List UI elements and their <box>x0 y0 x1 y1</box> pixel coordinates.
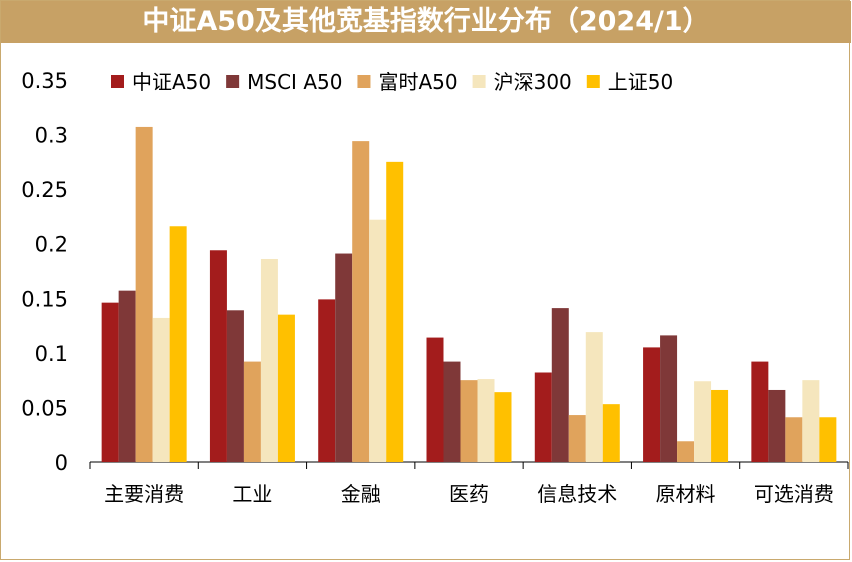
chart-title: 中证A50及其他宽基指数行业分布（2024/1） <box>142 6 710 37</box>
bar-5-主要消费 <box>169 226 187 462</box>
chart-title-bar: 中证A50及其他宽基指数行业分布（2024/1） <box>1 1 851 43</box>
x-category-label: 金融 <box>341 482 381 506</box>
bar-3-原材料 <box>677 441 695 462</box>
bar-2-主要消费 <box>118 290 136 462</box>
bar-3-金融 <box>352 141 370 462</box>
y-tick-label: 0.1 <box>35 342 68 366</box>
y-tick-label: 0 <box>55 451 68 475</box>
bar-5-信息技术 <box>602 404 620 462</box>
legend-label: 中证A50 <box>132 70 211 94</box>
bar-2-工业 <box>226 310 244 462</box>
y-tick-label: 0.2 <box>35 233 68 257</box>
x-category-label: 可选消费 <box>754 482 834 506</box>
x-category-label: 原材料 <box>656 482 716 506</box>
bar-1-主要消费 <box>101 302 119 462</box>
bar-5-原材料 <box>711 389 729 462</box>
legend-swatch <box>472 75 486 88</box>
y-tick-label: 0.05 <box>21 396 68 420</box>
y-tick-label: 0.35 <box>21 69 68 93</box>
bar-4-主要消费 <box>152 317 170 462</box>
y-tick-label: 0.3 <box>35 124 68 148</box>
bar-5-可选消费 <box>819 417 837 462</box>
bar-2-金融 <box>335 253 353 462</box>
legend-swatch <box>111 75 124 88</box>
y-tick-label: 0.25 <box>21 178 68 202</box>
bar-3-医药 <box>460 380 478 462</box>
bar-4-可选消费 <box>802 380 820 462</box>
legend-swatch <box>357 75 371 88</box>
legend-swatch <box>586 75 600 88</box>
bar-1-可选消费 <box>751 361 769 462</box>
x-category-label: 医药 <box>449 482 489 506</box>
bar-3-工业 <box>243 361 261 462</box>
x-category-label: 主要消费 <box>104 482 184 506</box>
bar-1-信息技术 <box>534 372 552 462</box>
bar-1-金融 <box>318 299 336 462</box>
bar-4-医药 <box>477 379 495 462</box>
bar-5-金融 <box>386 161 404 462</box>
legend-label: 沪深300 <box>494 70 572 94</box>
x-category-label: 工业 <box>232 482 272 506</box>
bar-4-金融 <box>369 219 387 462</box>
y-tick-label: 0.15 <box>21 287 68 311</box>
bar-3-信息技术 <box>568 415 586 462</box>
bar-2-医药 <box>443 361 461 462</box>
bar-2-可选消费 <box>768 389 786 462</box>
bar-1-医药 <box>426 337 444 462</box>
bar-5-工业 <box>277 314 295 462</box>
bar-3-主要消费 <box>135 126 153 462</box>
bar-1-工业 <box>209 250 227 462</box>
bar-4-原材料 <box>694 381 712 462</box>
bar-2-原材料 <box>660 335 678 462</box>
bar-3-可选消费 <box>785 417 803 462</box>
legend-label: MSCI A50 <box>247 70 342 94</box>
legend-label: 富时A50 <box>378 70 457 94</box>
legend-swatch <box>226 75 240 88</box>
bar-4-工业 <box>260 258 278 462</box>
bar-1-原材料 <box>643 347 661 462</box>
legend-label: 上证50 <box>608 70 673 94</box>
x-category-label: 信息技术 <box>537 482 617 506</box>
bar-5-医药 <box>494 392 512 462</box>
bar-2-信息技术 <box>551 308 569 462</box>
bar-4-信息技术 <box>585 332 603 462</box>
